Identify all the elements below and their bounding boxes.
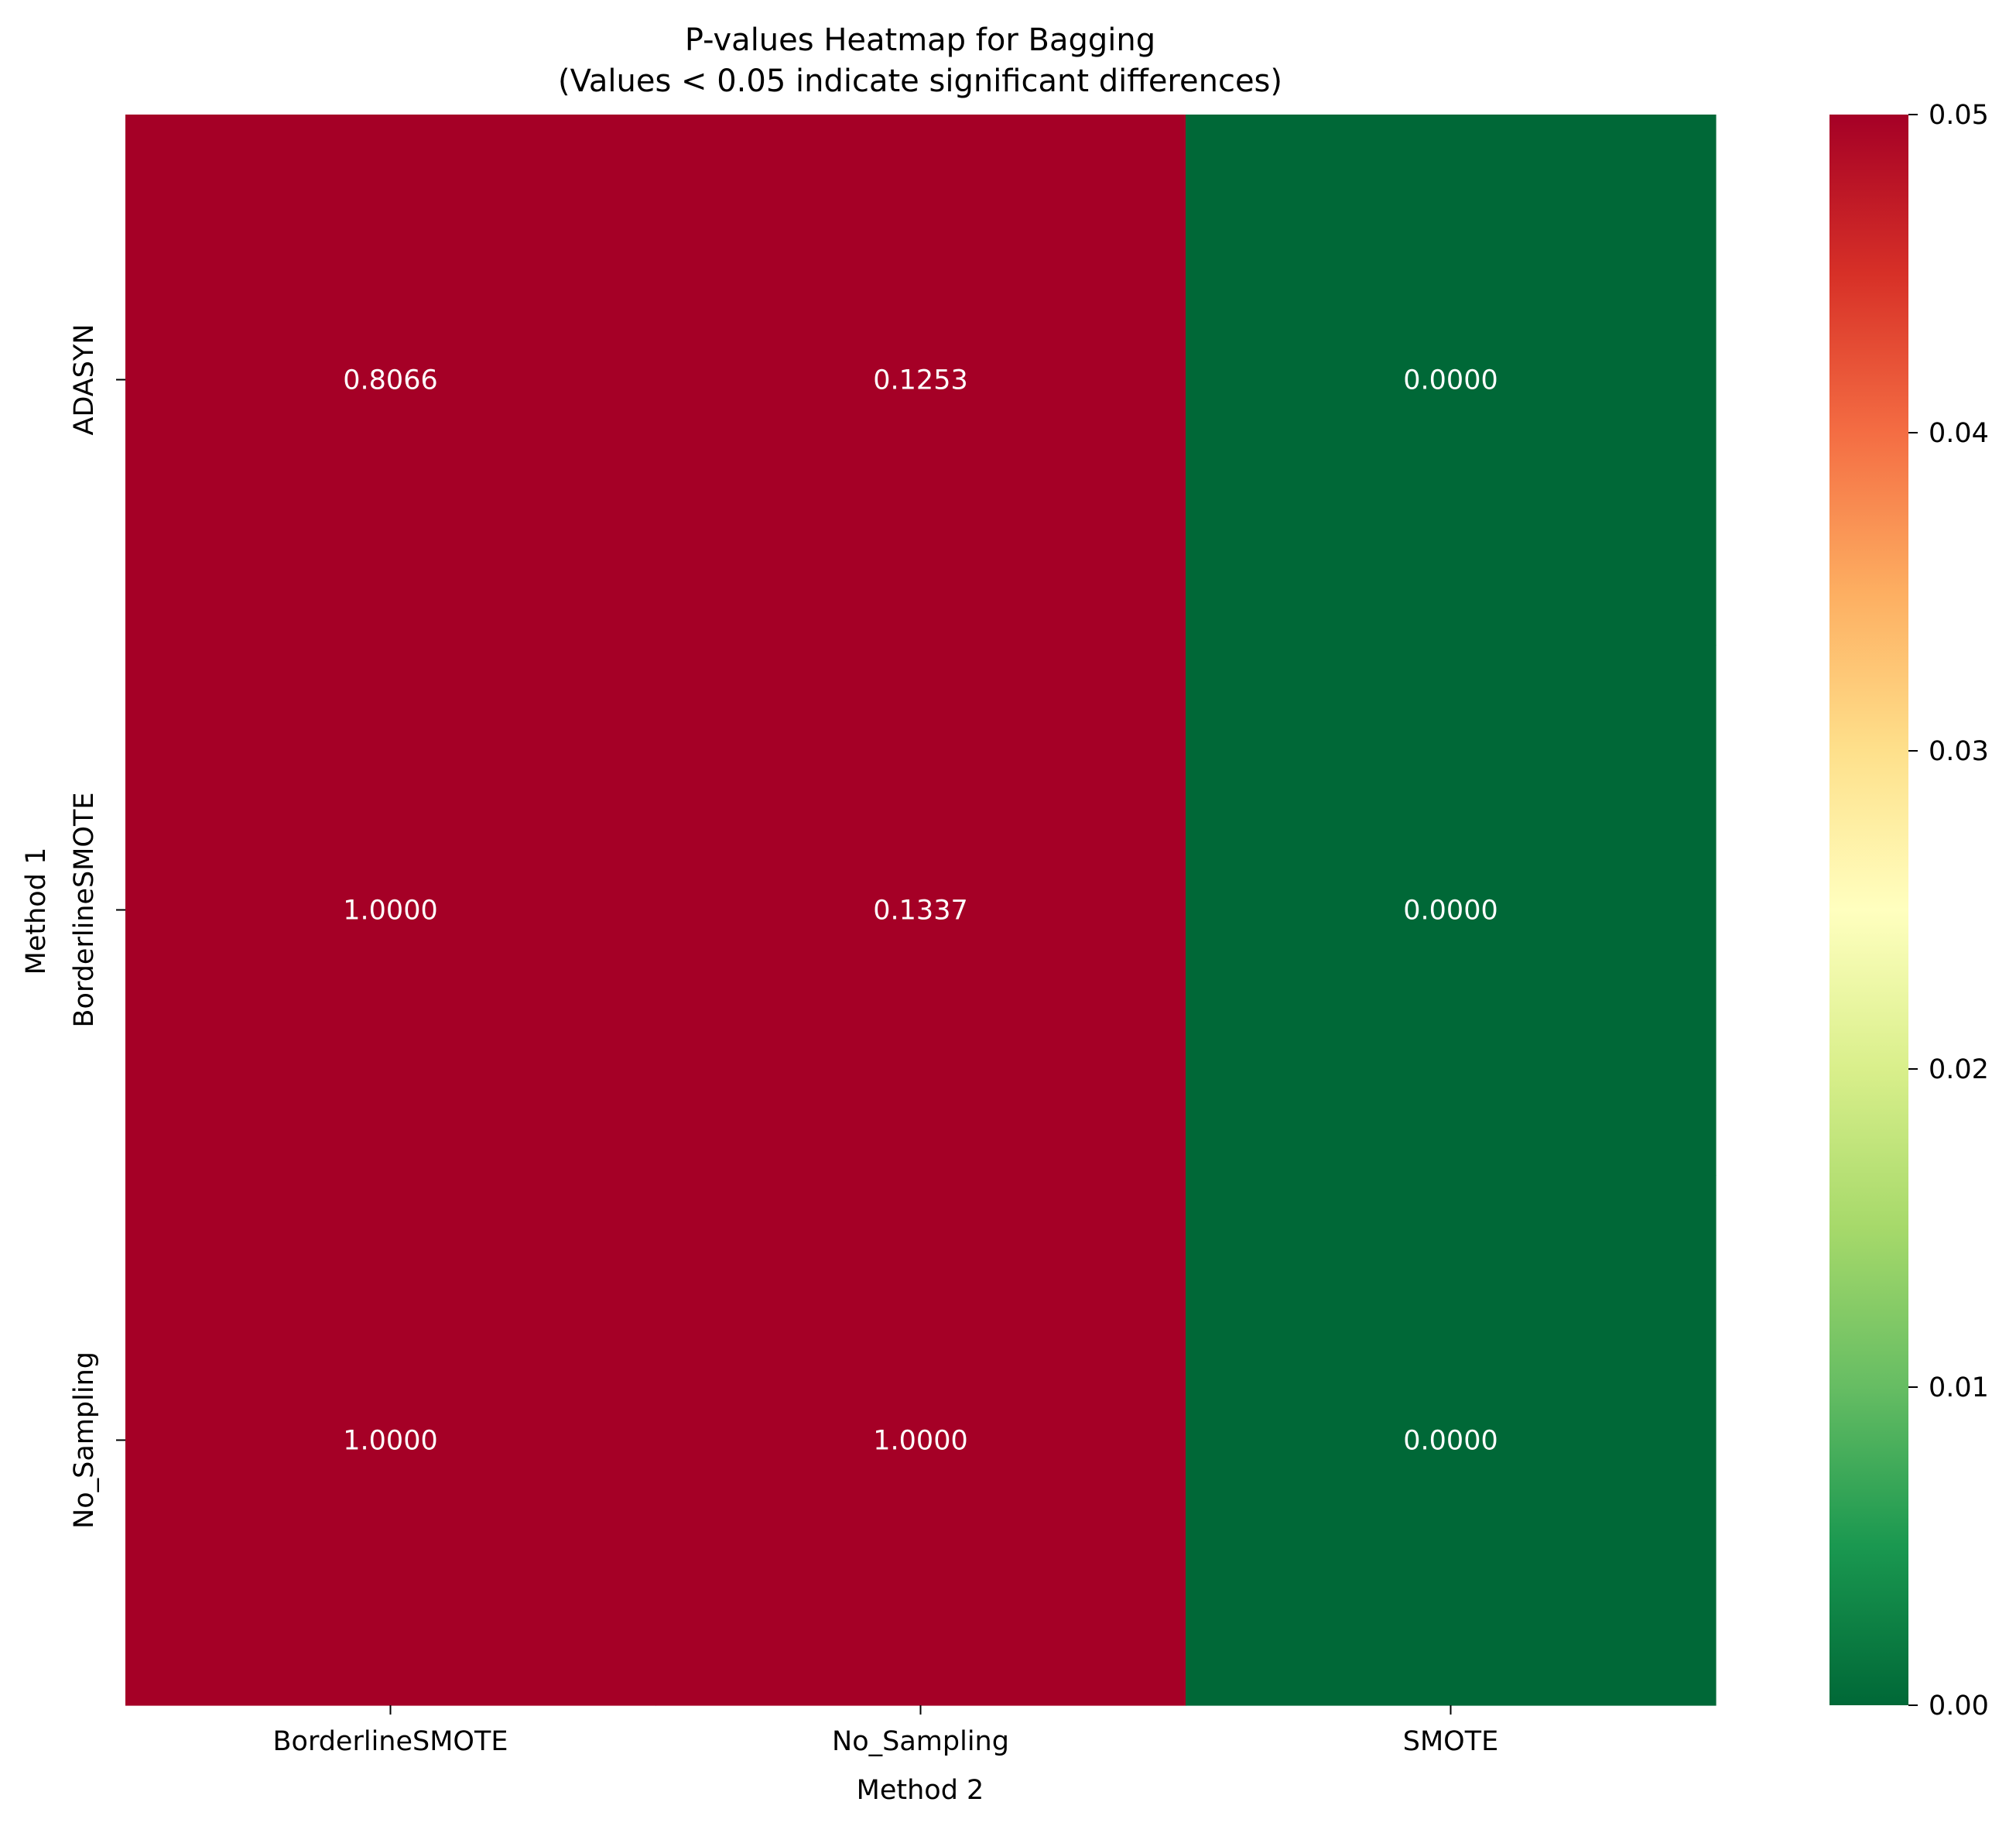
y-tick-label: ADASYN <box>69 324 100 436</box>
cell-value-label: 1.0000 <box>873 1426 967 1457</box>
cell-value-label: 0.0000 <box>1403 365 1497 396</box>
colorbar-tick-label: 0.04 <box>1929 418 1989 449</box>
x-axis-ticks: BorderlineSMOTE No_Sampling SMOTE <box>273 1705 1498 1757</box>
heatmap-cell <box>655 1175 1186 1706</box>
x-tick-label: SMOTE <box>1403 1726 1498 1757</box>
heatmap-cell <box>125 115 656 646</box>
cell-value-label: 0.0000 <box>1403 1426 1497 1457</box>
x-tick-label: No_Sampling <box>832 1726 1009 1757</box>
heatmap-cell <box>1186 115 1717 646</box>
x-tick-label: BorderlineSMOTE <box>273 1726 508 1757</box>
cell-value-label: 0.1253 <box>873 365 967 396</box>
y-tick-label: No_Sampling <box>69 1352 100 1529</box>
colorbar: 0.00 0.01 0.02 0.03 0.04 0.05 <box>1829 100 1989 1722</box>
y-tick-label: BorderlineSMOTE <box>69 793 100 1028</box>
chart-subtitle: (Values < 0.05 indicate significant diff… <box>558 63 1282 99</box>
colorbar-tick-label: 0.05 <box>1929 100 1989 131</box>
colorbar-tick-label: 0.03 <box>1929 736 1989 767</box>
heatmap-cell <box>1186 1175 1717 1706</box>
heatmap-cells: 0.8066 0.1253 0.0000 1.0000 0.1337 0.0000 1.00… <box>125 115 1717 1706</box>
colorbar-tick-label: 0.02 <box>1929 1054 1989 1085</box>
heatmap-cell <box>1186 645 1717 1176</box>
cell-value-label: 0.1337 <box>873 896 967 927</box>
colorbar-tick-label: 0.01 <box>1929 1372 1989 1403</box>
heatmap-cell <box>655 645 1186 1176</box>
cell-value-label: 0.8066 <box>343 365 437 396</box>
colorbar-gradient <box>1829 115 1908 1705</box>
y-axis-label: Method 1 <box>21 848 52 975</box>
cell-value-label: 1.0000 <box>343 896 437 927</box>
chart-title: P-values Heatmap for Bagging <box>685 22 1155 58</box>
y-axis-ticks: ADASYN BorderlineSMOTE No_Sampling <box>69 324 125 1529</box>
cell-value-label: 0.0000 <box>1403 896 1497 927</box>
cell-value-label: 1.0000 <box>343 1426 437 1457</box>
x-axis-label: Method 2 <box>857 1775 984 1806</box>
heatmap-cell <box>125 1175 656 1706</box>
heatmap-cell <box>655 115 1186 646</box>
heatmap-cell <box>125 645 656 1176</box>
colorbar-tick-label: 0.00 <box>1929 1691 1989 1722</box>
